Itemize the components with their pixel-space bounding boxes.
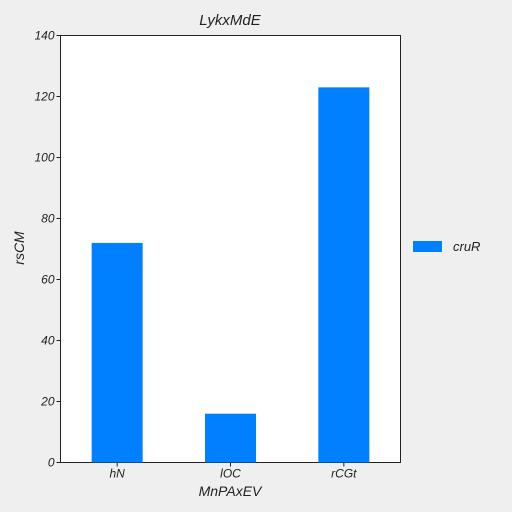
x-axis: hN lOC rCGt xyxy=(109,462,357,481)
legend-label: cruR xyxy=(453,239,480,254)
y-tick-label: 80 xyxy=(41,212,55,226)
y-axis-label: rsCM xyxy=(11,231,27,265)
legend: cruR xyxy=(413,239,480,254)
legend-swatch xyxy=(413,241,442,252)
y-tick-label: 60 xyxy=(41,273,55,287)
y-tick-label: 0 xyxy=(48,456,55,470)
y-tick-label: 140 xyxy=(34,29,54,43)
y-tick-label: 100 xyxy=(34,151,54,165)
y-tick-label: 40 xyxy=(41,334,55,348)
y-tick-label: 120 xyxy=(34,90,54,104)
y-axis: 0 20 40 60 80 100 120 140 xyxy=(34,29,61,470)
y-tick-label: 20 xyxy=(40,395,55,409)
x-tick-label: hN xyxy=(109,467,125,481)
x-axis-label: MnPAxEV xyxy=(199,483,263,499)
bar-hN xyxy=(91,242,143,463)
bar-rCGt xyxy=(318,87,370,463)
x-tick-label: lOC xyxy=(220,467,241,481)
bar-series xyxy=(91,87,370,463)
chart-title: LykxMdE xyxy=(199,12,261,29)
x-tick-label: rCGt xyxy=(331,467,357,481)
bar-lOC xyxy=(205,413,256,463)
